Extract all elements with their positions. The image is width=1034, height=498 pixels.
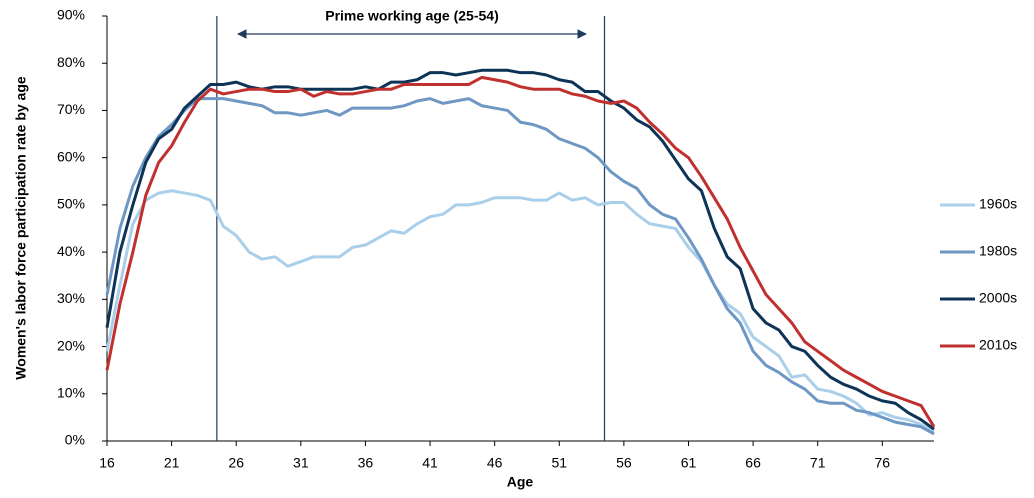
x-tick-label: 46 [487,455,503,471]
x-tick-label: 51 [551,455,567,471]
legend-label: 1980s [979,243,1017,259]
x-tick-label: 36 [358,455,374,471]
y-tick-label: 10% [57,384,85,400]
y-tick-label: 0% [65,432,85,448]
y-tick-label: 70% [57,101,85,117]
series-line [105,189,935,433]
x-tick-label: 21 [164,455,180,471]
x-tick-label: 61 [681,455,697,471]
x-tick-label: 76 [875,455,891,471]
y-axis-title: Women's labor force participation rate b… [13,76,29,380]
y-tick-label: 50% [57,196,85,212]
x-tick-label: 71 [810,455,826,471]
y-tick-label: 20% [57,337,85,353]
y-tick-label: 30% [57,290,85,306]
series-line [105,75,936,428]
x-axis-title: Age [507,474,534,490]
annotation: Prime working age (25-54) [325,8,499,24]
x-tick-label: 31 [293,455,309,471]
x-tick-label: 56 [616,455,632,471]
series-line [105,97,935,436]
x-tick-label: 41 [422,455,438,471]
x-tick-label: 66 [745,455,761,471]
x-tick-label: 26 [228,455,244,471]
series-line [105,68,935,431]
x-tick-label: 16 [99,455,115,471]
y-tick-label: 90% [57,7,85,23]
legend-label: 2000s [979,290,1017,306]
y-tick-label: 60% [57,148,85,164]
y-tick-label: 40% [57,243,85,259]
y-tick-label: 80% [57,54,85,70]
legend-label: 1960s [979,196,1017,212]
legend-label: 2010s [979,337,1017,353]
